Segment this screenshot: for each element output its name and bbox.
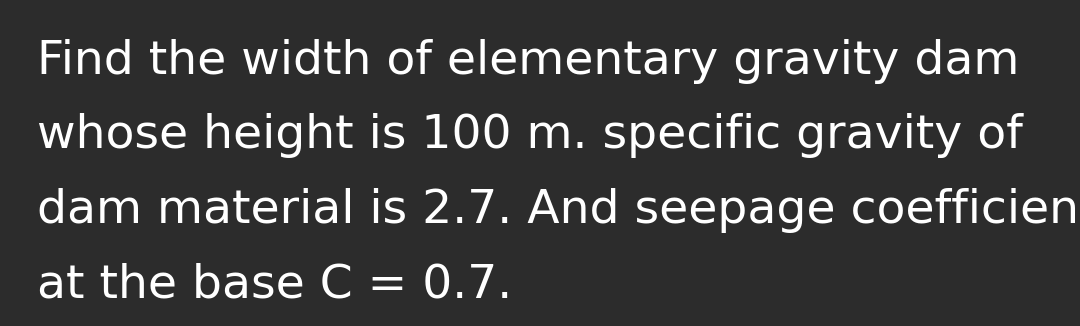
- Text: dam material is 2.7. And seepage coefficient: dam material is 2.7. And seepage coeffic…: [37, 188, 1080, 233]
- Text: whose height is 100 m. specific gravity of: whose height is 100 m. specific gravity …: [37, 113, 1023, 158]
- Text: at the base C = 0.7.: at the base C = 0.7.: [37, 262, 512, 307]
- Text: Find the width of elementary gravity dam: Find the width of elementary gravity dam: [37, 39, 1020, 84]
